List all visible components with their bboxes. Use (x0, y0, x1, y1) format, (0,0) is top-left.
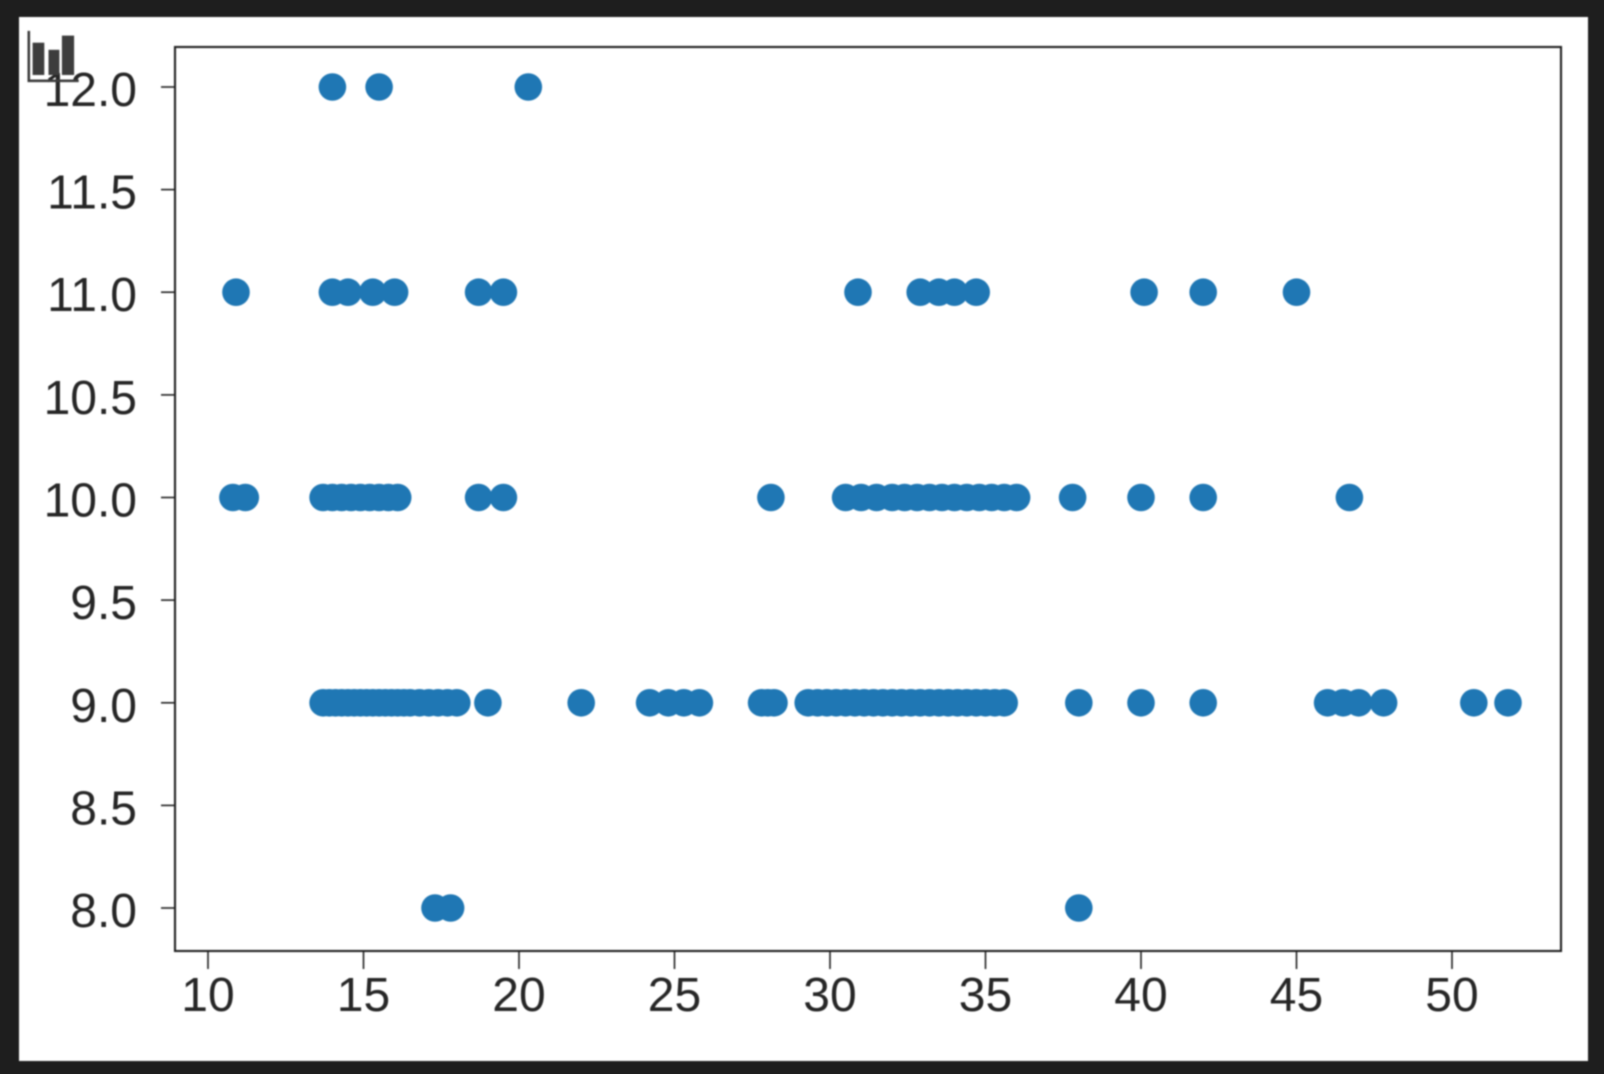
svg-text:10: 10 (181, 969, 234, 1022)
svg-text:50: 50 (1425, 969, 1478, 1022)
svg-text:45: 45 (1270, 969, 1323, 1022)
svg-text:11.5: 11.5 (47, 167, 137, 220)
svg-text:15: 15 (337, 969, 390, 1022)
svg-text:8.0: 8.0 (70, 885, 137, 938)
svg-text:20: 20 (492, 969, 545, 1022)
svg-text:40: 40 (1114, 969, 1167, 1022)
svg-text:30: 30 (803, 969, 856, 1022)
svg-text:10.5: 10.5 (44, 372, 137, 425)
svg-text:8.5: 8.5 (70, 782, 137, 835)
svg-text:11.0: 11.0 (47, 269, 137, 322)
svg-text:25: 25 (648, 969, 701, 1022)
svg-text:9.0: 9.0 (70, 680, 137, 733)
svg-text:10.0: 10.0 (44, 475, 137, 528)
svg-text:9.5: 9.5 (70, 577, 137, 630)
svg-text:35: 35 (959, 969, 1012, 1022)
